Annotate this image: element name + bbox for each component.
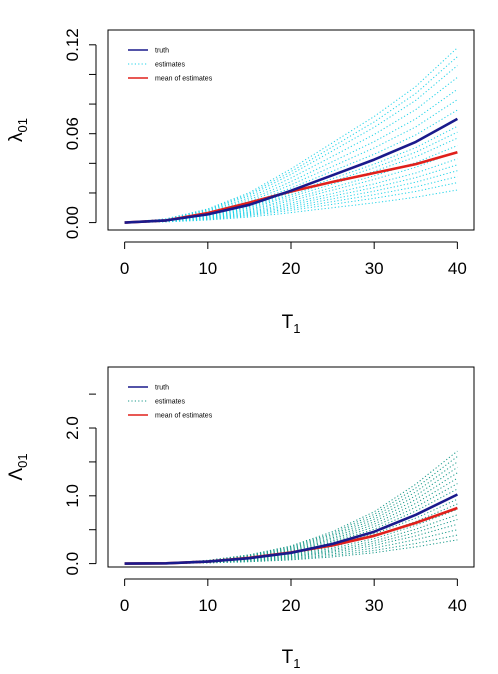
x-axis-title: T1 [282, 312, 301, 336]
legend-label: truth [155, 385, 169, 392]
truth-line [124, 117, 459, 224]
estimate-line [124, 131, 458, 224]
estimate-line [124, 56, 458, 224]
x-tick-label: 20 [282, 596, 301, 615]
y-axis-title: λ01 [6, 118, 30, 142]
legend-label: truth [155, 48, 169, 55]
x-tick-label: 20 [282, 259, 301, 278]
estimate-line [124, 182, 458, 224]
legend: truth estimates mean of estimates [128, 385, 213, 420]
estimate-line [124, 47, 458, 224]
estimate-line [124, 65, 458, 224]
estimate-line [124, 109, 458, 224]
estimate-line [124, 99, 458, 224]
y-tick-label: 0.12 [63, 28, 82, 61]
y-tick-label: 0.0 [63, 552, 82, 576]
mean-of-estimates-line [124, 150, 458, 224]
legend-label: mean of estimates [155, 76, 213, 83]
legend-label: estimates [155, 399, 185, 406]
estimate-line [124, 151, 458, 224]
y-tick-label: 0.06 [63, 117, 82, 150]
x-tick-label: 30 [365, 259, 384, 278]
x-tick-label: 30 [365, 596, 384, 615]
legend-label: mean of estimates [155, 413, 213, 420]
y-axis-title: Λ01 [6, 453, 30, 480]
plot-frame [107, 366, 475, 568]
chart-panel-bottom: 0 10 20 30 40 0.0 1.0 2.0 T1 Λ01 truth estimates mea… [6, 366, 475, 671]
y-tick-label: 1.0 [63, 484, 82, 508]
estimate-line [124, 88, 458, 224]
estimates-group [124, 47, 458, 224]
estimates-group [124, 450, 458, 565]
x-axis-title: T1 [282, 647, 301, 671]
x-tick-label: 0 [120, 259, 129, 278]
y-tick-label: 2.0 [63, 416, 82, 440]
plot-frame [107, 29, 475, 231]
x-tick-label: 40 [448, 596, 467, 615]
estimate-line [124, 523, 458, 565]
chart-panel-top: 0 10 20 30 40 0.00 0.06 0.12 T1 λ01 truth estimates… [6, 28, 475, 336]
estimate-line [124, 164, 458, 224]
estimate-line [124, 514, 458, 565]
estimate-line [124, 503, 458, 565]
x-tick-label: 10 [198, 259, 217, 278]
y-tick-label: 0.00 [63, 206, 82, 239]
x-tick-label: 10 [198, 596, 217, 615]
x-tick-label: 0 [120, 596, 129, 615]
legend: truth estimates mean of estimates [128, 48, 213, 83]
estimate-line [124, 77, 458, 224]
x-tick-label: 40 [448, 259, 467, 278]
legend-label: estimates [155, 62, 185, 69]
truth-line [124, 493, 458, 565]
